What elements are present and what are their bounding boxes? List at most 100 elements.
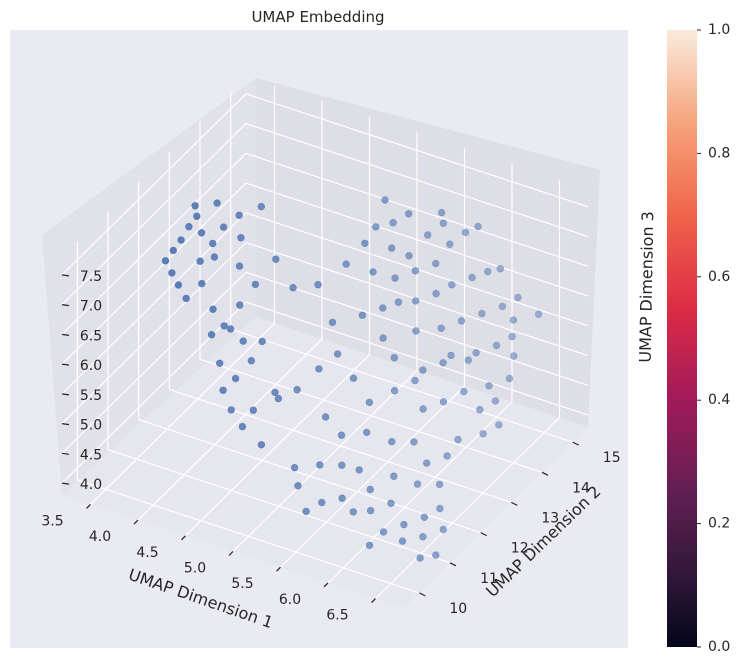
scatter-point bbox=[424, 231, 432, 239]
z-tick-label: 7.0 bbox=[80, 299, 102, 315]
scatter-point bbox=[439, 359, 447, 367]
scatter-point bbox=[315, 365, 323, 373]
y-gridline-floor bbox=[169, 388, 512, 503]
scatter-point bbox=[492, 341, 501, 350]
scatter-point bbox=[363, 428, 371, 437]
scatter-point bbox=[191, 202, 199, 210]
x-gridline-floor bbox=[137, 338, 323, 521]
x-tick-label: 5.0 bbox=[184, 561, 206, 577]
x-tick-label: 6.0 bbox=[279, 592, 301, 608]
scatter-point bbox=[338, 461, 346, 469]
scatter-point bbox=[237, 234, 245, 242]
scatter-point bbox=[219, 223, 228, 231]
scatter-point bbox=[209, 239, 217, 248]
scatter-point bbox=[361, 239, 369, 248]
z-gridline-back bbox=[61, 182, 247, 365]
colorbar-tick-label: 0.0 bbox=[708, 639, 730, 655]
scatter-point bbox=[249, 406, 258, 414]
z-tick-mark bbox=[61, 274, 70, 277]
scatter-point bbox=[435, 480, 444, 489]
scatter-point bbox=[534, 310, 543, 318]
z-tick-label: 4.5 bbox=[80, 447, 102, 463]
colorbar-ticks: 0.0 0.2 0.4 0.6 0.8 1.0 bbox=[697, 22, 730, 655]
scatter-point bbox=[439, 525, 447, 534]
z-tick-mark bbox=[61, 333, 70, 336]
chart-title: UMAP Embedding bbox=[251, 8, 384, 26]
scatter-point bbox=[333, 350, 342, 358]
scatter-point bbox=[446, 240, 454, 248]
scatter-point bbox=[510, 352, 518, 360]
scatter-point bbox=[476, 406, 484, 414]
y-tick-mark bbox=[419, 592, 426, 597]
scatter-point bbox=[274, 394, 283, 403]
scatter-point bbox=[216, 359, 224, 367]
scatter-point bbox=[447, 351, 455, 360]
scatter-point bbox=[272, 255, 280, 263]
y-tick-label: 15 bbox=[603, 450, 621, 466]
scatter-point bbox=[391, 274, 399, 282]
scatter-point bbox=[491, 397, 500, 405]
x-tick-mark bbox=[228, 551, 234, 556]
scatter-point bbox=[235, 211, 243, 220]
x-gridline-floor bbox=[375, 417, 560, 600]
scatter-point bbox=[271, 388, 279, 397]
scatter-point bbox=[193, 212, 201, 221]
scatter-point bbox=[412, 327, 420, 335]
scatter-point bbox=[379, 528, 388, 536]
scatter-point bbox=[495, 421, 503, 429]
y-tick-mark bbox=[572, 441, 579, 446]
scatter-point bbox=[432, 289, 440, 298]
scatter-point bbox=[412, 297, 420, 305]
scatter-point bbox=[419, 405, 427, 413]
scatter-point bbox=[472, 349, 480, 357]
scatter-point bbox=[251, 280, 260, 289]
scatter-point bbox=[437, 324, 445, 332]
scatter-point bbox=[416, 554, 424, 562]
z-tick-label: 6.0 bbox=[80, 358, 102, 374]
z-gridline-left bbox=[245, 93, 589, 208]
y-tick-mark bbox=[541, 471, 549, 476]
scatter-point bbox=[227, 406, 235, 414]
z-tick-mark bbox=[61, 423, 70, 426]
scatter-point bbox=[239, 337, 247, 345]
scatter-point bbox=[498, 302, 506, 311]
colorbar-tick-label: 0.6 bbox=[708, 269, 730, 285]
scatter-point bbox=[398, 537, 407, 545]
scatter-point bbox=[419, 533, 427, 541]
scatter-point bbox=[390, 472, 398, 480]
scatter-point bbox=[448, 281, 456, 289]
scatter-point bbox=[314, 281, 322, 289]
z-tick-label: 4.0 bbox=[80, 477, 102, 493]
z-gridline-back bbox=[61, 242, 247, 425]
y-gridline-floor bbox=[230, 328, 573, 443]
scatter-point bbox=[419, 366, 427, 374]
z-tick-label: 7.5 bbox=[80, 269, 102, 285]
y-tick-mark bbox=[480, 532, 487, 537]
scatter-point bbox=[210, 253, 219, 261]
scatter-point bbox=[342, 260, 350, 268]
scatter-point bbox=[388, 244, 396, 252]
scatter-point bbox=[420, 513, 428, 521]
scatter-point bbox=[423, 459, 431, 467]
scatter-point bbox=[258, 337, 266, 346]
z-tick-mark bbox=[61, 304, 70, 307]
y-tick-label: 13 bbox=[541, 510, 559, 526]
y-tick-label: 10 bbox=[449, 601, 467, 617]
scatter-point bbox=[198, 279, 206, 288]
scatter-point bbox=[168, 269, 176, 277]
scatter-point bbox=[390, 387, 399, 395]
scatter-point bbox=[479, 430, 487, 438]
scatter-point bbox=[338, 494, 346, 502]
scatter-point bbox=[321, 413, 330, 421]
z-tick-mark bbox=[61, 452, 70, 455]
scatter-point bbox=[439, 219, 447, 227]
scatter-point bbox=[460, 387, 468, 396]
y-tick-mark bbox=[449, 562, 457, 567]
scatter-point bbox=[509, 316, 518, 324]
colorbar-tick-label: 0.8 bbox=[708, 145, 730, 161]
scatter-point bbox=[349, 374, 358, 382]
scatter-point bbox=[213, 199, 221, 207]
colorbar-tick-label: 0.2 bbox=[708, 516, 730, 532]
scatter-point bbox=[365, 541, 374, 549]
scatter-point bbox=[457, 317, 466, 325]
